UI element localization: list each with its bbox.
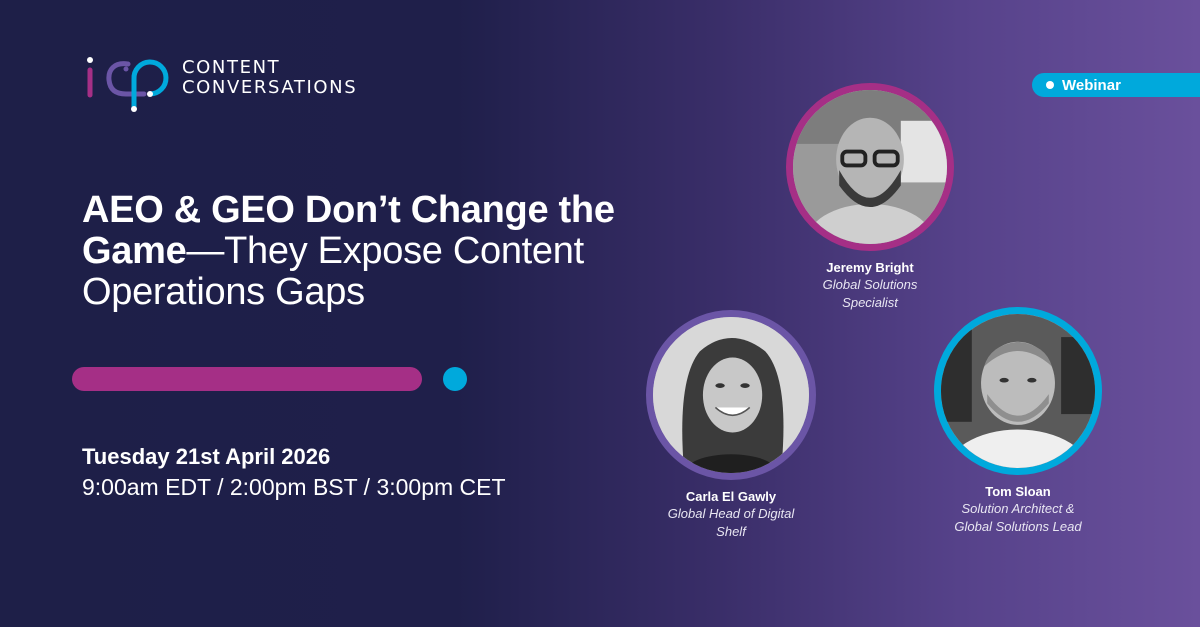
speaker-role-line2: Specialist (842, 295, 898, 310)
speaker-role-line2: Global Solutions Lead (954, 519, 1082, 534)
decorative-bar (72, 367, 422, 391)
badge-label: Webinar (1062, 76, 1121, 94)
speaker-jeremy-bright: Jeremy Bright Global Solutions Specialis… (770, 83, 970, 312)
headline-bold-2: Game (82, 230, 187, 272)
avatar-jeremy (786, 83, 954, 251)
webinar-badge: Webinar (1032, 73, 1200, 97)
icp-logo (82, 52, 192, 116)
brand-name: CONTENT CONVERSATIONS (182, 58, 357, 98)
speaker-tom-sloan: Tom Sloan Solution Architect & Global So… (918, 307, 1118, 536)
speaker-name: Jeremy Bright (826, 260, 914, 275)
person-photo-icon (941, 314, 1095, 468)
speaker-role-line1: Global Solutions (822, 277, 918, 292)
brand-line2: CONVERSATIONS (182, 77, 358, 98)
speaker-carla-el-gawly: Carla El Gawly Global Head of Digital Sh… (626, 310, 836, 541)
headline-light: —They Expose Content Operations Gaps (82, 230, 584, 313)
speaker-role-line1: Solution Architect & (961, 501, 1075, 516)
event-time: 9:00am EDT / 2:00pm BST / 3:00pm CET (82, 474, 506, 500)
speaker-name: Tom Sloan (985, 484, 1051, 499)
bullet-dot-icon (1046, 81, 1054, 89)
speaker-name: Carla El Gawly (685, 489, 777, 504)
speaker-role-line1: Global Head of Digital (667, 506, 795, 521)
event-date: Tuesday 21st April 2026 (82, 444, 331, 469)
avatar-carla (646, 310, 816, 480)
speaker-role-line2: Shelf (716, 524, 746, 539)
person-photo-icon (653, 317, 809, 473)
avatar-tom (934, 307, 1102, 475)
headline: AEO & GEO Don’t Change the Game—They Exp… (82, 190, 722, 313)
decorative-dot (443, 367, 467, 391)
brand-line1: CONTENT (182, 57, 281, 78)
headline-bold-1: AEO & GEO Don’t Change the (82, 189, 615, 231)
person-photo-icon (793, 90, 947, 244)
